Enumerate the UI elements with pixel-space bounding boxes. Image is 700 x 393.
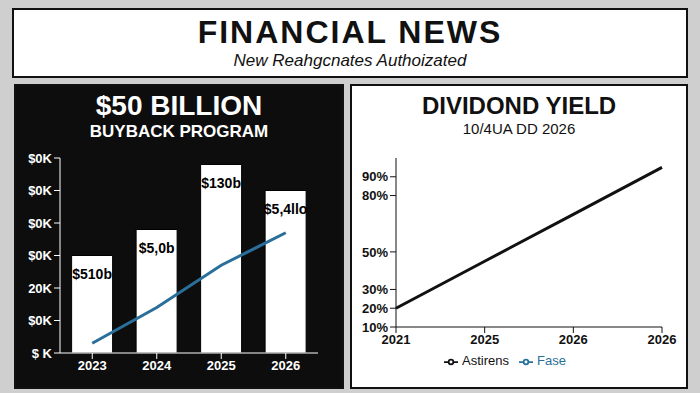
- svg-text:2026: 2026: [559, 332, 588, 347]
- svg-text:2026: 2026: [271, 358, 300, 373]
- svg-text:$510b: $510b: [72, 266, 112, 282]
- svg-text:$0K: $0K: [28, 248, 52, 263]
- svg-text:2023: 2023: [78, 358, 107, 373]
- html-text:BUYBACK PROGRAM: BUYBACK PROGRAM: [89, 122, 269, 141]
- html-text:10/4UA DD 2026: 10/4UA DD 2026: [462, 120, 576, 137]
- html-text:Astirens: Astirens: [462, 353, 509, 368]
- html-text:$50 BILLION: $50 BILLION: [95, 90, 263, 121]
- svg-text:$5,0b: $5,0b: [139, 240, 175, 256]
- svg-text:10%: 10%: [362, 320, 388, 335]
- svg-text:50%: 50%: [362, 245, 388, 260]
- svg-text:$ K: $ K: [32, 346, 53, 361]
- svg-text:$0K: $0K: [28, 151, 52, 166]
- svg-text:20K: 20K: [28, 281, 52, 296]
- html-text:FINANCIAL NEWS: FINANCIAL NEWS: [197, 14, 503, 50]
- svg-text:$0K: $0K: [28, 183, 52, 198]
- svg-text:$0K: $0K: [28, 313, 52, 328]
- svg-text:30%: 30%: [362, 282, 388, 297]
- html-text:DIVIDOND YIELD: DIVIDOND YIELD: [421, 92, 617, 119]
- svg-text:2025: 2025: [207, 358, 236, 373]
- svg-text:$5,4llo: $5,4llo: [264, 201, 308, 217]
- svg-text:80%: 80%: [362, 188, 388, 203]
- svg-text:2026: 2026: [648, 332, 677, 347]
- html-text:New Reahgcnates Authoizated: New Reahgcnates Authoizated: [233, 51, 467, 70]
- html-text:Fase: Fase: [537, 353, 566, 368]
- svg-text:$130b: $130b: [201, 175, 241, 191]
- svg-text:90%: 90%: [362, 169, 388, 184]
- svg-text:2025: 2025: [470, 332, 499, 347]
- svg-text:$0K: $0K: [28, 216, 52, 231]
- svg-text:2021: 2021: [381, 332, 411, 348]
- svg-text:20%: 20%: [362, 301, 388, 316]
- svg-text:2024: 2024: [142, 358, 172, 373]
